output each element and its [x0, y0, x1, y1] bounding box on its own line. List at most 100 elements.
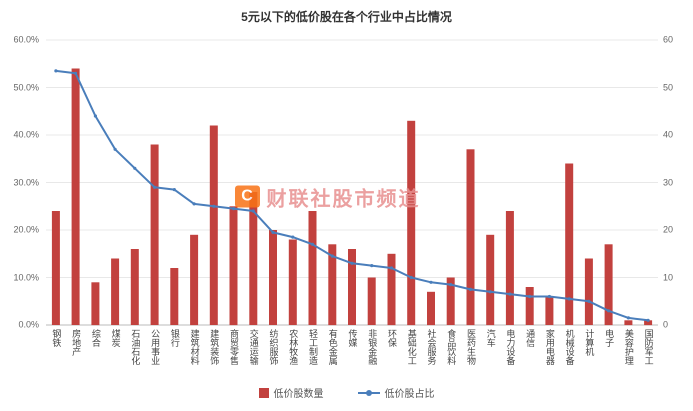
bar [525, 287, 534, 325]
bar [91, 282, 100, 326]
line-swatch-icon [357, 389, 380, 396]
x-axis-label: 房地产 [71, 329, 82, 356]
x-axis-label: 计算机 [584, 329, 595, 356]
line-marker [449, 283, 453, 287]
bar [71, 68, 80, 325]
line-marker [508, 292, 512, 296]
x-axis-label: 商贸零售 [229, 329, 240, 365]
x-axis-label: 社会服务 [426, 329, 437, 365]
line-marker [212, 204, 216, 208]
x-axis-label: 轻工制造 [308, 329, 319, 365]
right-axis-tick-label: 40 [663, 129, 674, 140]
right-axis-tick-label: 20 [663, 224, 674, 235]
x-axis-label: 银行 [169, 329, 180, 347]
legend-line-label: 低价股占比 [384, 389, 435, 400]
x-axis-label: 电力设备 [505, 329, 516, 365]
line-marker [251, 209, 255, 213]
left-axis-tick-label: 50.0% [13, 82, 39, 92]
x-axis-label: 机械设备 [564, 329, 575, 365]
x-axis-label: 传媒 [347, 329, 358, 347]
bar [190, 234, 199, 326]
bar [51, 211, 60, 325]
line-marker [646, 318, 650, 322]
line-marker [370, 264, 374, 268]
x-axis-label: 农林牧渔 [288, 329, 299, 365]
line-marker [310, 242, 315, 246]
right-axis-tick-label: 30 [663, 177, 674, 187]
x-axis-label: 煤炭 [110, 329, 121, 347]
line-marker [172, 188, 176, 192]
right-axis: 0 10 20 30 40 50 60 [661, 35, 691, 329]
left-axis-tick-label: 60.0% [13, 34, 39, 45]
line-marker [74, 71, 78, 75]
chart-canvas [46, 39, 658, 326]
bar [387, 253, 396, 326]
bar [249, 192, 258, 325]
chart-title: 5元以下的低价股在各个行业中占比情况 [241, 10, 452, 24]
bar [170, 268, 179, 325]
line-marker [330, 254, 334, 258]
bar [486, 234, 495, 326]
x-axis-label: 石油石化 [130, 329, 141, 365]
bar [348, 249, 356, 325]
x-axis-label: 美容护理 [623, 329, 634, 365]
plot-area: C 财联社股市频道 [46, 39, 658, 326]
left-axis-tick-label: 40.0% [13, 129, 39, 140]
right-axis-tick-label: 50 [663, 82, 674, 92]
bar [308, 211, 317, 325]
bar [407, 120, 416, 326]
x-axis-label: 通信 [525, 329, 536, 347]
bar [269, 230, 277, 325]
left-axis-tick-label: 30.0% [13, 177, 39, 187]
line-marker [528, 294, 532, 299]
bar [288, 239, 297, 325]
bar [624, 320, 633, 326]
bar [229, 206, 238, 326]
x-axis-label: 电子 [604, 329, 615, 347]
line-marker [133, 166, 137, 170]
line-marker [54, 69, 58, 73]
legend-item-line: 低价股占比 [357, 385, 435, 400]
line-marker [607, 309, 611, 313]
bar [505, 211, 514, 325]
bar [427, 291, 435, 326]
left-axis-tick-label: 10.0% [13, 272, 39, 282]
legend-item-bar: 低价股数量 [258, 385, 324, 400]
legend-bar-label: 低价股数量 [273, 389, 324, 400]
x-axis-label: 公用事业 [150, 329, 161, 365]
x-axis-label: 钢铁 [51, 329, 62, 347]
bar [367, 277, 376, 325]
bar [150, 144, 159, 325]
bar [130, 249, 139, 325]
line-marker [113, 147, 117, 151]
bar [604, 244, 613, 326]
x-axis-label: 建筑材料 [189, 329, 200, 365]
line-marker [271, 230, 275, 234]
x-axis-label: 环保 [386, 329, 397, 347]
line-marker [587, 299, 591, 303]
x-axis-label: 基础化工 [406, 329, 417, 365]
bar [328, 244, 337, 326]
x-axis-label: 汽车 [485, 329, 496, 347]
line-marker [488, 290, 492, 294]
bar [111, 258, 120, 325]
x-axis-label: 医药生物 [465, 329, 476, 365]
line-marker [192, 202, 196, 206]
x-axis-label: 有色金属 [327, 329, 338, 365]
line-marker [389, 266, 394, 270]
line-marker [429, 280, 433, 284]
bar [466, 149, 475, 326]
line-marker [153, 185, 157, 189]
bar [565, 163, 574, 325]
x-axis-label: 食品饮料 [446, 329, 457, 365]
x-axis-labels: 钢铁 房地产 综合 煤炭 石油石化 公用事业 银行 建筑材料 建筑装饰 商贸零售 交通运输 纺织服饰农… [46, 329, 658, 381]
x-axis-label: 交通运输 [248, 329, 259, 365]
bar [446, 277, 455, 325]
bar [584, 258, 593, 325]
right-axis-tick-label: 60 [663, 34, 674, 45]
right-axis-tick-label: 10 [663, 272, 674, 282]
bar [209, 125, 218, 325]
line-marker [231, 207, 236, 211]
x-axis-label: 建筑装饰 [209, 329, 220, 365]
